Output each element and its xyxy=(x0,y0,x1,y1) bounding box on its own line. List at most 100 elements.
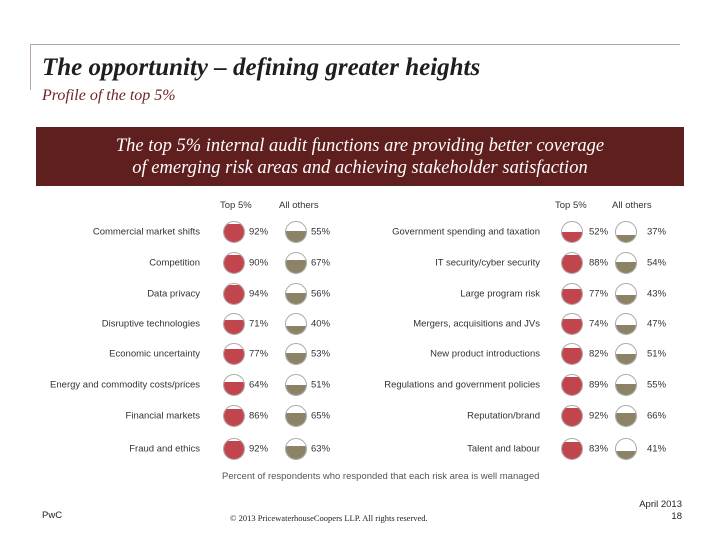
top5-percent-value: 92% xyxy=(249,443,269,455)
right-risk-label: Government spending and taxation xyxy=(392,226,540,238)
left-risk-label: Economic uncertainty xyxy=(109,348,200,360)
left-risk-label: Energy and commodity costs/prices xyxy=(50,379,200,391)
top5-fill-indicator xyxy=(561,221,583,243)
top5-percent-value: 92% xyxy=(249,226,269,238)
indicator-fill xyxy=(224,255,244,273)
others-fill-indicator xyxy=(285,405,307,427)
others-percent-value: 51% xyxy=(311,379,331,391)
title-rule-horizontal xyxy=(30,44,680,45)
indicator-fill xyxy=(616,295,636,304)
footer-date-page: April 2013 18 xyxy=(639,499,682,523)
left-risk-label: Data privacy xyxy=(147,288,200,300)
indicator-fill xyxy=(616,384,636,395)
indicator-fill xyxy=(224,440,244,459)
title-rule-vertical xyxy=(30,44,31,90)
top5-fill-indicator xyxy=(561,343,583,365)
indicator-fill xyxy=(286,231,306,242)
others-fill-indicator xyxy=(285,221,307,243)
indicator-fill xyxy=(616,353,636,364)
right-column-header-others: All others xyxy=(612,200,652,211)
left-risk-label: Commercial market shifts xyxy=(92,226,200,238)
others-percent-value: 41% xyxy=(647,443,667,455)
banner-line-2: of emerging risk areas and achieving sta… xyxy=(132,157,588,178)
others-percent-value: 55% xyxy=(311,226,331,238)
top5-percent-value: 64% xyxy=(249,379,269,391)
footer-copyright: © 2013 PricewaterhouseCoopers LLP. All r… xyxy=(230,513,428,523)
others-percent-value: 53% xyxy=(311,348,331,360)
top5-percent-value: 77% xyxy=(589,288,609,300)
indicator-fill xyxy=(562,255,582,273)
top5-percent-value: 86% xyxy=(249,410,269,422)
others-fill-indicator xyxy=(285,343,307,365)
top5-fill-indicator xyxy=(223,283,245,305)
right-risk-label: Mergers, acquisitions and JVs xyxy=(413,318,540,330)
right-risk-label: IT security/cyber security xyxy=(435,257,540,269)
others-fill-indicator xyxy=(285,438,307,460)
others-fill-indicator xyxy=(285,283,307,305)
indicator-fill xyxy=(562,407,582,426)
top5-fill-indicator xyxy=(561,283,583,305)
banner-line-1: The top 5% internal audit functions are … xyxy=(115,135,605,156)
left-risk-label: Competition xyxy=(149,257,200,269)
indicator-fill xyxy=(562,377,582,395)
top5-percent-value: 77% xyxy=(249,348,269,360)
indicator-fill xyxy=(224,348,244,364)
indicator-fill xyxy=(562,347,582,364)
right-risk-label: Reputation/brand xyxy=(467,410,540,422)
others-fill-indicator xyxy=(615,221,637,243)
indicator-fill xyxy=(616,450,636,459)
indicator-fill xyxy=(286,413,306,426)
indicator-fill xyxy=(562,231,582,242)
page-subtitle: Profile of the top 5% xyxy=(42,87,176,104)
left-risk-label: Disruptive technologies xyxy=(101,318,200,330)
right-risk-label: New product introductions xyxy=(430,348,540,360)
others-fill-indicator xyxy=(615,313,637,335)
others-percent-value: 37% xyxy=(647,226,667,238)
top5-percent-value: 90% xyxy=(249,257,269,269)
others-percent-value: 47% xyxy=(647,318,667,330)
indicator-fill xyxy=(224,285,244,304)
left-column-header-top5: Top 5% xyxy=(220,200,252,211)
indicator-fill xyxy=(224,319,244,334)
top5-percent-value: 83% xyxy=(589,443,609,455)
others-fill-indicator xyxy=(615,343,637,365)
others-fill-indicator xyxy=(285,252,307,274)
top5-fill-indicator xyxy=(561,252,583,274)
left-risk-label: Fraud and ethics xyxy=(129,443,200,455)
others-percent-value: 65% xyxy=(311,410,331,422)
indicator-fill xyxy=(286,292,306,304)
others-percent-value: 40% xyxy=(311,318,331,330)
top5-fill-indicator xyxy=(561,374,583,396)
others-fill-indicator xyxy=(615,438,637,460)
others-percent-value: 56% xyxy=(311,288,331,300)
indicator-fill xyxy=(616,324,636,334)
right-risk-label: Regulations and government policies xyxy=(384,379,540,391)
indicator-fill xyxy=(224,382,244,395)
top5-fill-indicator xyxy=(223,313,245,335)
top5-fill-indicator xyxy=(223,405,245,427)
top5-percent-value: 92% xyxy=(589,410,609,422)
others-fill-indicator xyxy=(285,374,307,396)
indicator-fill xyxy=(286,326,306,334)
top5-fill-indicator xyxy=(561,405,583,427)
others-percent-value: 43% xyxy=(647,288,667,300)
indicator-fill xyxy=(286,384,306,395)
top5-fill-indicator xyxy=(223,252,245,274)
footer-brand: PwC xyxy=(42,510,63,521)
indicator-fill xyxy=(562,319,582,334)
others-percent-value: 66% xyxy=(647,410,667,422)
top5-percent-value: 94% xyxy=(249,288,269,300)
indicator-fill xyxy=(286,446,306,459)
top5-percent-value: 88% xyxy=(589,257,609,269)
top5-percent-value: 74% xyxy=(589,318,609,330)
indicator-fill xyxy=(286,259,306,273)
top5-fill-indicator xyxy=(223,374,245,396)
top5-percent-value: 82% xyxy=(589,348,609,360)
key-message-banner: The top 5% internal audit functions are … xyxy=(36,127,684,186)
others-fill-indicator xyxy=(615,374,637,396)
top5-percent-value: 52% xyxy=(589,226,609,238)
indicator-fill xyxy=(224,408,244,426)
top5-fill-indicator xyxy=(223,221,245,243)
left-risk-label: Financial markets xyxy=(125,410,200,422)
left-column-header-others: All others xyxy=(279,200,319,211)
